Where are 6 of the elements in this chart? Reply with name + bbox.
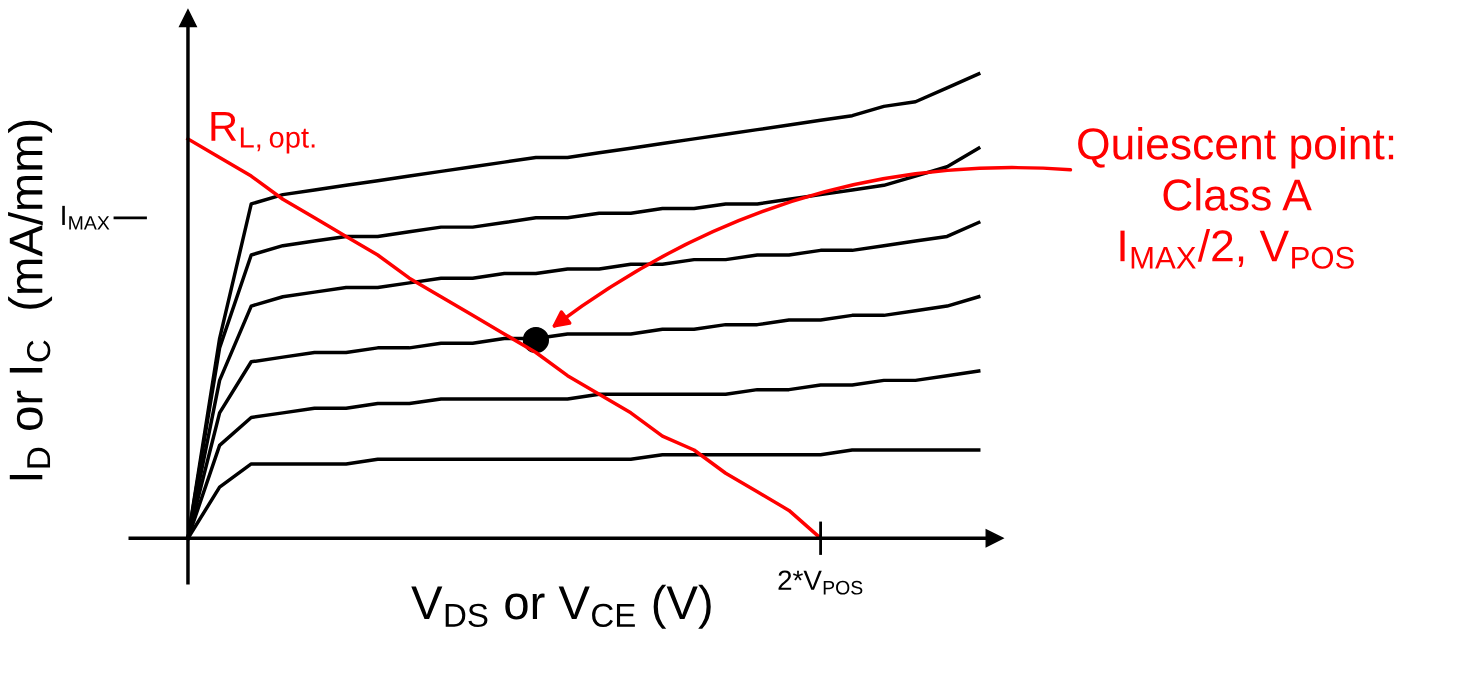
x-axis-title: V$_{DS}$ or V$_{CE}$ (V) <box>411 584 711 629</box>
text: Quiescent point: Class A I$_{MAX}$/2, V$_{POS}$ <box>1078 127 1394 269</box>
y-axis-title: I$_{D}$ or I$_{C}$ (mA/mm) <box>8 120 53 480</box>
text: 2*V$_{POS}$ <box>778 570 863 595</box>
annotation: R$_{L,opt.}$ <box>211 112 315 154</box>
text: I$_{MAX}$ <box>62 205 110 230</box>
